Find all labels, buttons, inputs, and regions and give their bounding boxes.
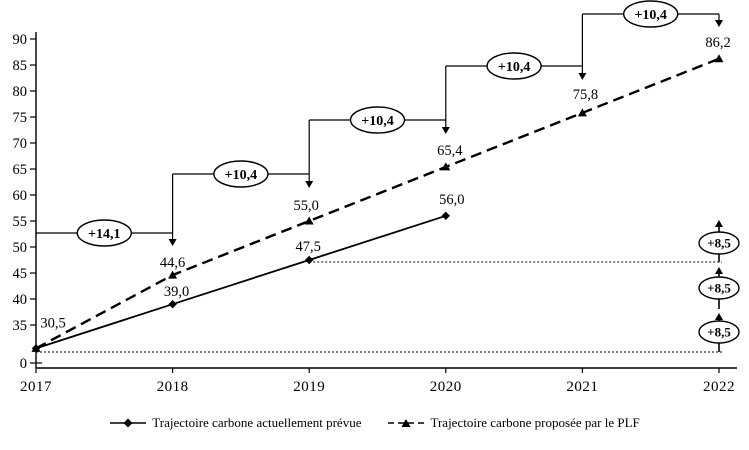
- y-tick-label: 45: [13, 266, 28, 282]
- legend-item-plf: Trajectoire carbone proposée par le PLF: [387, 415, 640, 431]
- y-tick-label: 65: [13, 162, 28, 178]
- y-tick-label: 40: [13, 292, 28, 308]
- triangle-marker-icon: [31, 343, 41, 352]
- triangle-marker-icon: [714, 54, 724, 63]
- x-tick-label: 2020: [430, 379, 462, 395]
- diamond-marker-icon: [168, 300, 177, 309]
- annotation-oval-label: +8,5: [707, 325, 731, 340]
- legend-label-current: Trajectoire carbone actuellement prévue: [152, 415, 362, 430]
- y-tick-label: 80: [13, 84, 28, 100]
- legend-solid-diamond-icon: [110, 418, 147, 428]
- y-tick-label: 70: [13, 136, 28, 152]
- legend-dashed-triangle-icon: [388, 419, 425, 427]
- annotation-ovals: +14,1 +10,4 +10,4 +10,4 +10,4: [76, 0, 679, 247]
- y-tick-label: 75: [13, 110, 28, 126]
- down-arrow-icon: [441, 127, 450, 134]
- y-tick-label: 0: [20, 356, 27, 372]
- point-label: 65,4: [437, 143, 463, 159]
- axes: 90 85 80 75 70 65 60 55 50 45 40 35 0 2017 2018 2019 202…: [13, 32, 737, 395]
- x-tick-label: 2021: [566, 379, 598, 395]
- point-label: 86,2: [705, 35, 730, 51]
- x-tick-label: 2019: [293, 379, 325, 395]
- y-tick-label: 50: [13, 240, 28, 256]
- legend-label-plf: Trajectoire carbone proposée par le PLF: [430, 415, 640, 430]
- up-arrow-icon: [715, 267, 723, 274]
- annotation-oval: [213, 160, 269, 188]
- annotation-oval: [698, 320, 740, 344]
- triangle-marker-icon: [577, 108, 587, 117]
- point-label: 44,6: [160, 255, 185, 271]
- point-label: 56,0: [439, 192, 464, 208]
- triangle-marker-icon: [441, 162, 451, 171]
- down-arrow-icon: [168, 239, 177, 246]
- series-dashed: 44,6 55,0 65,4 75,8 86,2: [31, 35, 731, 352]
- x-tick-label: 2018: [157, 379, 189, 395]
- x-tick-label: 2022: [703, 379, 735, 395]
- y-tick-label: 35: [13, 318, 28, 334]
- annotation-oval: [623, 0, 679, 28]
- right-annotation-chain: +8,5 +8,5 +8,5: [698, 220, 740, 352]
- annotation-oval: [486, 52, 542, 80]
- annotation-oval-label: +10,4: [634, 8, 666, 23]
- annotation-oval-label: +10,4: [225, 168, 257, 183]
- series-solid: 30,5 39,0 47,5 56,0: [31, 192, 464, 353]
- reference-lines: [36, 261, 722, 353]
- annotation-oval: [76, 219, 133, 247]
- point-label: 55,0: [294, 198, 319, 214]
- y-tick-label: 55: [13, 214, 28, 230]
- up-arrow-icon: [715, 313, 723, 320]
- point-label: 47,5: [296, 239, 321, 255]
- series-line: [35, 57, 720, 350]
- down-arrow-icon: [305, 181, 314, 188]
- chart-legend: Trajectoire carbone actuellement prévue …: [0, 415, 749, 431]
- annotation-oval-label: +8,5: [707, 236, 731, 251]
- annotation-oval-label: +8,5: [707, 281, 731, 296]
- annotation-oval-label: +10,4: [361, 114, 393, 129]
- up-arrow-icon: [715, 220, 723, 227]
- annotation-oval: [349, 106, 406, 134]
- diamond-marker-icon: [305, 255, 314, 265]
- y-tick-label: 85: [13, 58, 28, 74]
- down-arrow-icon: [578, 73, 587, 80]
- annotation-oval: [698, 231, 740, 255]
- x-tick-label: 2017: [20, 379, 52, 395]
- annotation-oval-label: +10,4: [498, 60, 530, 75]
- triangle-marker-icon: [168, 270, 178, 279]
- legend-item-current: Trajectoire carbone actuellement prévue: [109, 415, 361, 431]
- y-tick-label: 60: [13, 188, 28, 204]
- diamond-marker-icon: [441, 211, 450, 220]
- down-arrow-icon: [715, 20, 723, 27]
- annotation-oval-label: +14,1: [88, 227, 120, 242]
- point-label: 30,5: [40, 315, 65, 331]
- point-label: 39,0: [164, 284, 189, 300]
- chart-svg: 90 85 80 75 70 65 60 55 50 45 40 35 0 2017 2018 2019 202…: [13, 0, 740, 395]
- y-tick-label: 90: [13, 32, 28, 48]
- annotation-oval: [698, 276, 740, 300]
- series-line: [35, 214, 447, 350]
- triangle-marker-icon: [304, 216, 314, 225]
- point-label: 75,8: [573, 87, 598, 103]
